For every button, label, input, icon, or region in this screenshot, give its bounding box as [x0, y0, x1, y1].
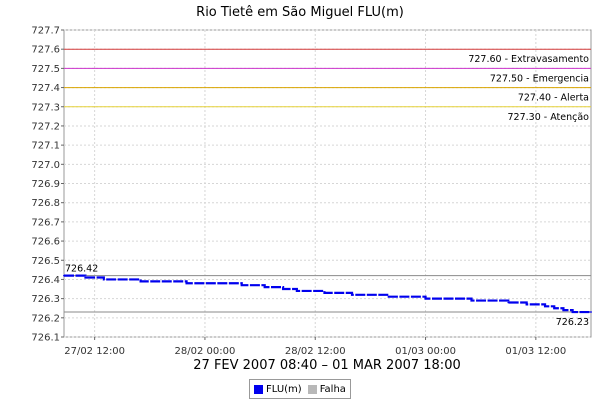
data-point: [323, 291, 326, 294]
series-line-flu: [64, 274, 591, 314]
data-point: [470, 299, 473, 302]
y-tick-label: 726.4: [31, 275, 60, 286]
y-tick-label: 727.1: [31, 141, 60, 152]
data-point: [295, 290, 298, 292]
data-point: [185, 282, 188, 285]
data-point: [282, 288, 284, 290]
threshold-label: 727.30 - Atenção: [508, 112, 590, 123]
data-point: [424, 297, 427, 300]
threshold-label: 727.60 - Extravasamento: [468, 54, 589, 65]
legend-swatch-flu: [254, 384, 263, 394]
data-point: [590, 311, 592, 313]
threshold-label: 727.50 - Emergencia: [490, 73, 589, 84]
data-point: [507, 301, 510, 304]
y-tick-label: 727.0: [31, 160, 60, 171]
data-point: [571, 311, 574, 313]
legend: FLU(m) Falha: [249, 379, 351, 399]
data-point: [544, 305, 546, 308]
y-tick-label: 726.2: [31, 313, 60, 324]
reference-label: 726.23: [556, 317, 589, 328]
data-point: [562, 309, 565, 312]
y-tick-label: 726.7: [31, 217, 60, 228]
y-tick-label: 726.9: [31, 179, 60, 190]
x-tick-label: 01/03 00:00: [395, 346, 456, 357]
data-point: [553, 307, 556, 310]
y-tick-label: 727.2: [31, 121, 60, 132]
legend-item-falha: Falha: [307, 383, 346, 395]
y-tick-label: 726.1: [31, 333, 60, 344]
reference-label: 726.42: [65, 264, 98, 275]
data-point: [84, 276, 87, 279]
legend-label-falha: Falha: [319, 383, 346, 395]
x-tick-label: 28/02 12:00: [285, 346, 346, 357]
x-tick-label: 28/02 00:00: [175, 346, 236, 357]
plot-area: [63, 29, 592, 338]
data-point: [240, 284, 243, 287]
x-tick-label: 27/02 12:00: [64, 346, 125, 357]
x-tick-label: 01/03 12:00: [505, 346, 566, 357]
data-point: [351, 293, 353, 296]
y-tick-label: 726.3: [31, 294, 60, 305]
y-tick-label: 726.5: [31, 256, 60, 267]
legend-item-flu: FLU(m): [254, 384, 302, 395]
y-tick-label: 727.5: [31, 64, 60, 75]
data-point: [387, 295, 390, 298]
data-point: [139, 280, 142, 283]
legend-swatch-falha: [307, 384, 317, 394]
y-tick-label: 727.6: [31, 45, 60, 56]
threshold-label: 727.40 - Alerta: [518, 93, 589, 104]
y-tick-label: 726.6: [31, 237, 60, 248]
data-point: [525, 303, 528, 306]
chart-title: Rio Tietê em São Miguel FLU(m): [196, 5, 404, 20]
x-axis-label: 27 FEV 2007 08:40 – 01 MAR 2007 18:00: [193, 358, 460, 373]
data-point: [63, 274, 65, 277]
y-tick-label: 727.7: [31, 26, 60, 37]
data-point: [102, 278, 105, 281]
y-tick-label: 726.8: [31, 198, 60, 209]
legend-label-flu: FLU(m): [266, 383, 302, 395]
y-tick-label: 727.4: [31, 83, 60, 94]
data-point: [263, 286, 266, 289]
y-tick-label: 727.3: [31, 102, 60, 113]
